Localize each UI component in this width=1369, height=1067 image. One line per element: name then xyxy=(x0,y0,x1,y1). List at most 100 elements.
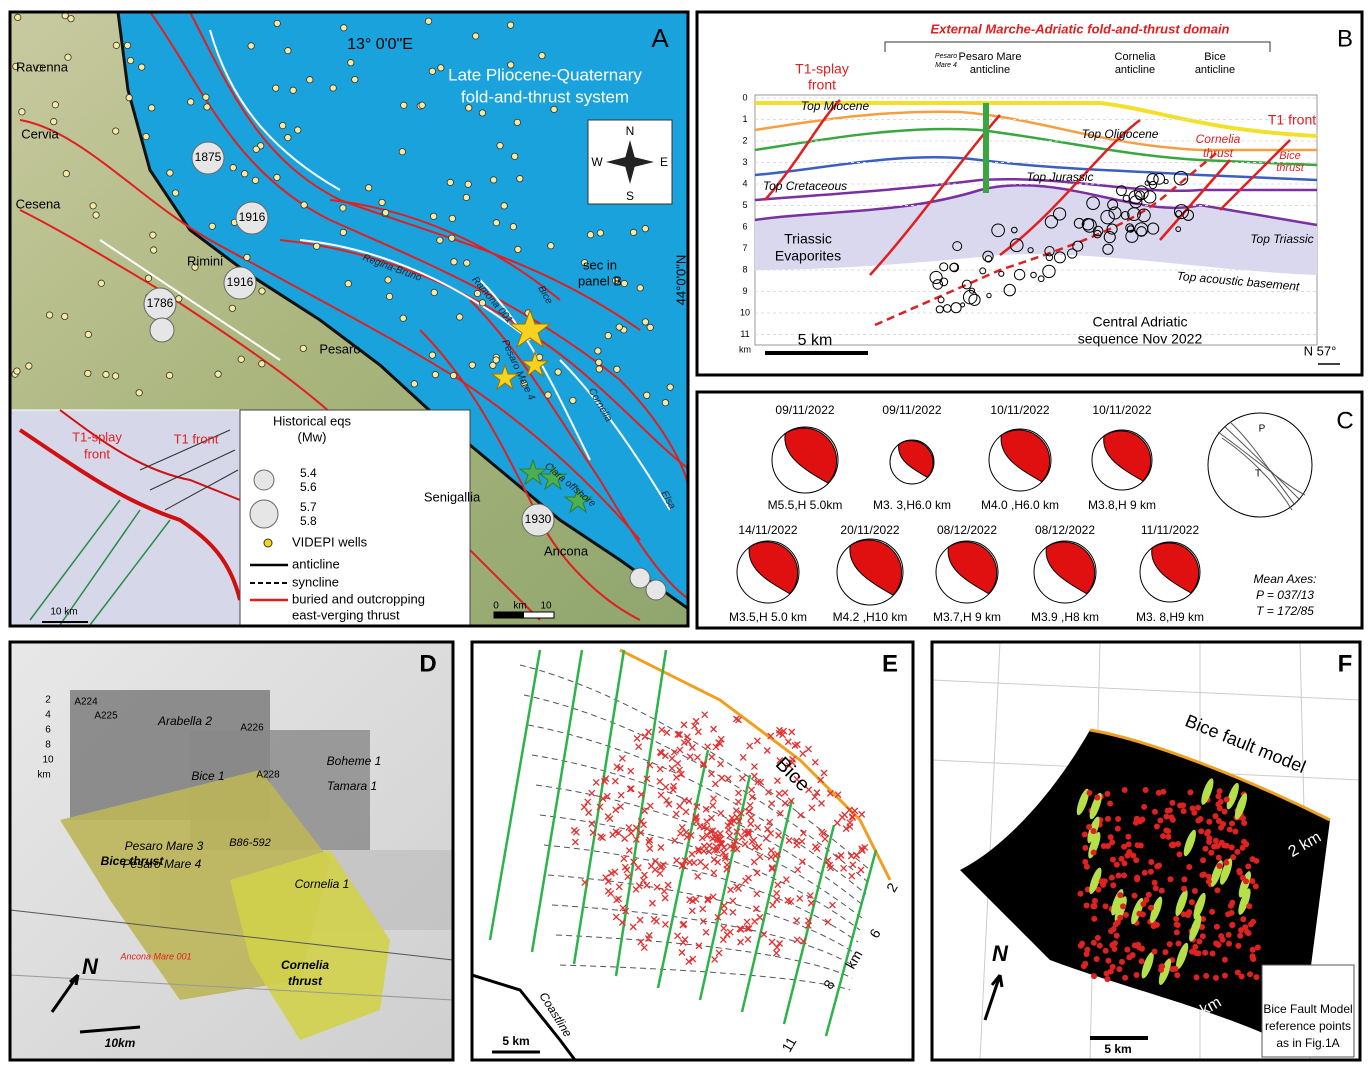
hypocenter xyxy=(1146,892,1152,898)
hypocenter xyxy=(1142,870,1148,876)
hypocenter xyxy=(1186,864,1192,870)
hypocenter xyxy=(1172,966,1178,972)
map-title: fold-and-thrust system xyxy=(461,87,629,106)
hypocenter xyxy=(1222,957,1228,963)
hypocenter xyxy=(1159,888,1165,894)
well xyxy=(203,94,209,100)
hypocenter xyxy=(1174,972,1180,978)
well xyxy=(285,47,291,53)
hypocenter xyxy=(1092,903,1098,909)
label: panel B xyxy=(578,273,622,288)
hypocenter xyxy=(1143,787,1149,793)
hypocenter xyxy=(1234,849,1240,855)
hypocenter xyxy=(1195,805,1201,811)
well xyxy=(307,77,313,83)
hypocenter xyxy=(1236,868,1242,874)
well xyxy=(253,146,259,152)
label: anticline xyxy=(1195,64,1235,76)
town: Pesaro xyxy=(319,341,360,356)
hypocenter xyxy=(1214,924,1220,930)
label: 5.4 xyxy=(300,466,317,480)
well-label: Boheme 1 xyxy=(327,754,382,768)
label: Cornelia xyxy=(1115,51,1157,63)
well xyxy=(456,314,462,320)
hypocenter xyxy=(1119,959,1125,965)
well xyxy=(597,230,603,236)
well xyxy=(112,128,118,134)
seismic-line: A224 xyxy=(74,697,98,708)
well xyxy=(90,203,96,209)
well xyxy=(425,18,431,24)
well xyxy=(548,243,554,249)
town: Ancona xyxy=(544,543,589,558)
depth-tick: 10 xyxy=(740,307,750,317)
panel-letter: D xyxy=(419,650,436,677)
mechanism-date: 20/11/2022 xyxy=(840,523,899,537)
well xyxy=(501,203,507,209)
hypocenter xyxy=(1139,958,1145,964)
hypocenter xyxy=(1162,949,1168,955)
hypocenter xyxy=(1226,932,1232,938)
depth-tick: 11 xyxy=(740,329,749,339)
seismic-line: A225 xyxy=(94,711,118,722)
hypocenter xyxy=(1104,791,1110,797)
hypocenter xyxy=(1148,859,1154,865)
label: E xyxy=(660,155,668,169)
hypocenter xyxy=(1124,947,1130,953)
hypocenter xyxy=(1255,945,1261,951)
well xyxy=(493,220,499,226)
hypocenter xyxy=(1198,828,1204,834)
label: W xyxy=(591,155,603,169)
hypocenter xyxy=(1121,844,1127,850)
hypocenter xyxy=(1116,966,1122,972)
label: 5.7 xyxy=(300,500,317,514)
mechanism-label: M5.5,H 5.0km xyxy=(768,498,843,512)
hypocenter xyxy=(1243,841,1249,847)
hypocenter xyxy=(1210,951,1216,957)
well xyxy=(596,359,602,365)
hypocenter xyxy=(1077,891,1083,897)
well xyxy=(419,102,425,108)
hypocenter xyxy=(1225,911,1231,917)
well xyxy=(438,65,444,71)
label: T1-splay xyxy=(795,61,849,77)
hypocenter xyxy=(1209,909,1215,915)
hypocenter xyxy=(1187,789,1193,795)
well xyxy=(507,22,513,28)
hypocenter xyxy=(1249,953,1255,959)
hypocenter xyxy=(1189,899,1195,905)
hypocenter xyxy=(1125,834,1131,840)
well xyxy=(295,127,301,133)
well xyxy=(113,42,119,48)
mechanism-date: 08/12/2022 xyxy=(937,523,997,537)
hypocenter xyxy=(1200,933,1206,939)
hypocenter xyxy=(1176,941,1182,947)
hypocenter xyxy=(1134,875,1140,881)
label: Bice xyxy=(1204,51,1225,63)
well xyxy=(26,363,32,369)
hypocenter xyxy=(1138,843,1144,849)
hypocenter xyxy=(1237,933,1243,939)
well xyxy=(63,170,69,176)
well xyxy=(340,205,346,211)
hypocenter xyxy=(1114,933,1120,939)
hypocenter xyxy=(1238,927,1244,933)
well xyxy=(85,370,91,376)
hypocenter xyxy=(1095,935,1101,941)
label: Triassic xyxy=(784,231,832,247)
well xyxy=(150,247,156,253)
label: as in Fig.1A xyxy=(1276,1036,1339,1050)
hypocenter xyxy=(1230,854,1236,860)
label: Historical eqs xyxy=(273,413,352,428)
well xyxy=(259,288,265,294)
scale-bar-fill xyxy=(494,612,524,618)
hypocenter xyxy=(1243,878,1249,884)
hypocenter xyxy=(1141,804,1147,810)
well xyxy=(238,356,244,362)
hypocenter xyxy=(1253,974,1259,980)
well xyxy=(539,52,545,58)
hypocenter xyxy=(1152,809,1158,815)
seismic-line: A228 xyxy=(256,770,280,781)
well xyxy=(637,285,643,291)
hypocenter xyxy=(1200,857,1206,863)
